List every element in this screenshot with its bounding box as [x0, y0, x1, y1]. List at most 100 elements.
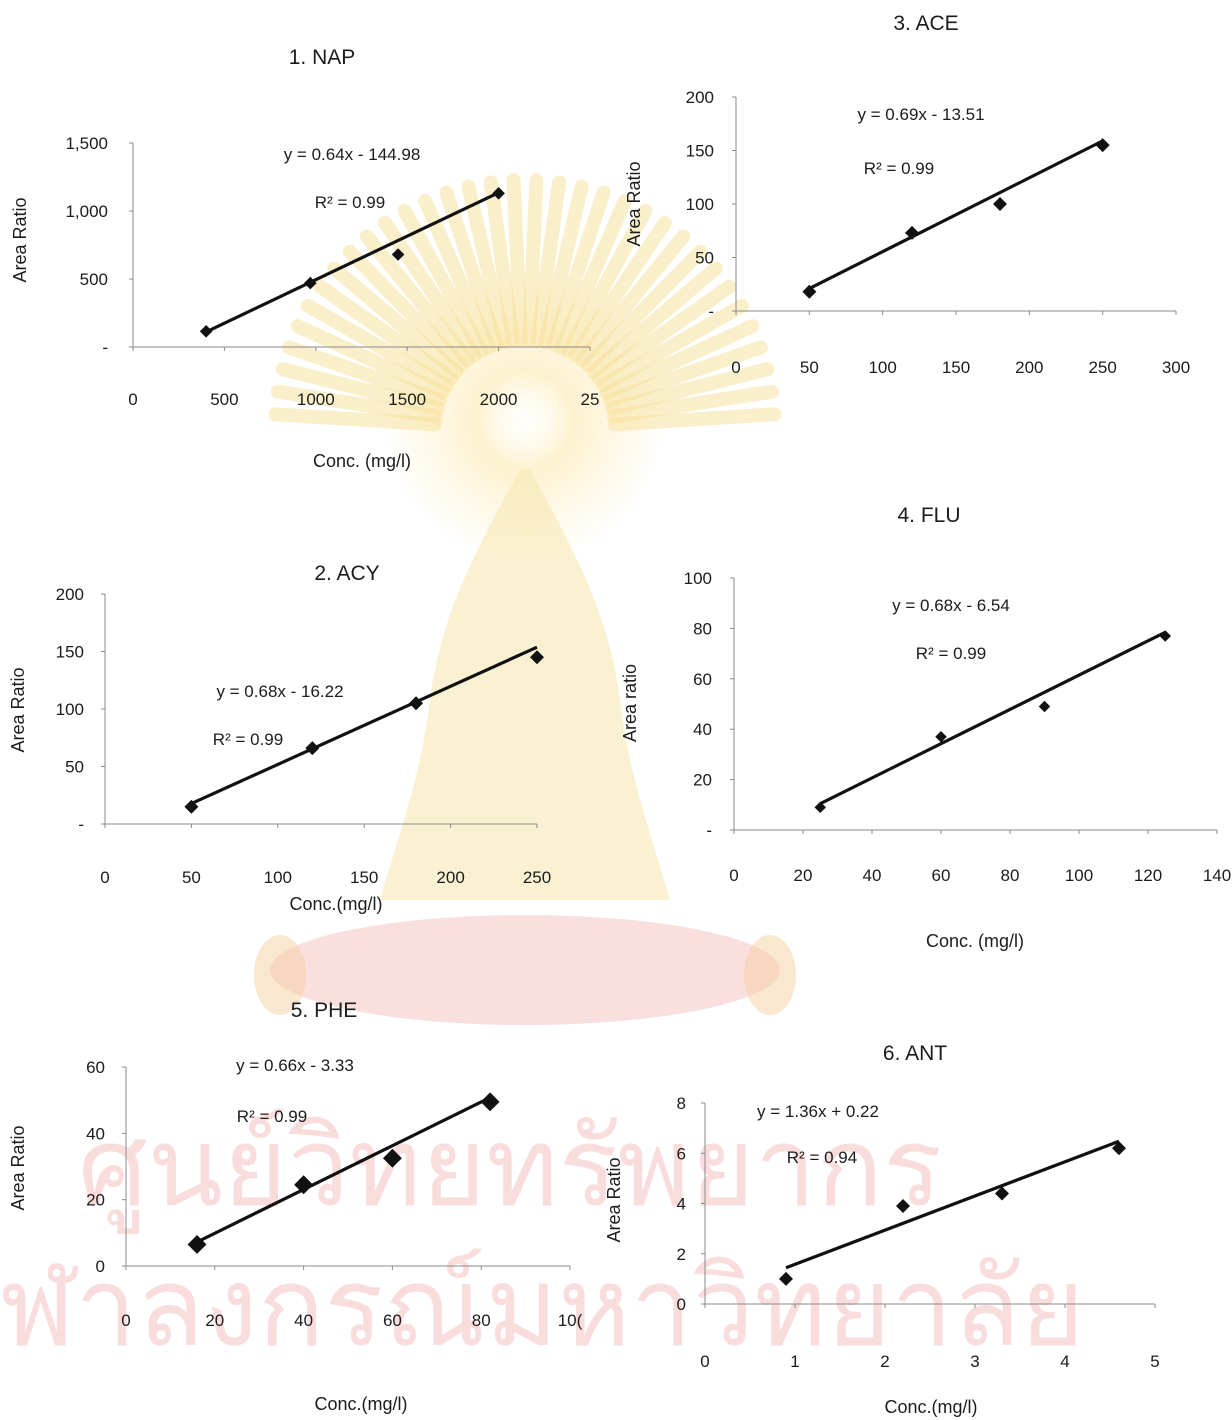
data-point	[492, 187, 505, 200]
x-tick-label: 200	[1015, 358, 1043, 377]
x-tick-label: 2	[880, 1352, 889, 1371]
data-point	[814, 801, 826, 814]
x-tick-label: 20	[205, 1311, 224, 1330]
y-tick-label: 0	[677, 1295, 686, 1314]
trendline-equation: y = 0.68x - 16.22	[216, 682, 343, 701]
x-tick-label: 100	[868, 358, 896, 377]
data-point	[294, 1175, 314, 1195]
data-point	[995, 1186, 1009, 1201]
trendline	[819, 630, 1166, 806]
trendline	[205, 191, 500, 334]
x-tick-label: 250	[1088, 358, 1116, 377]
data-point	[905, 225, 919, 240]
x-tick-label: 200	[436, 868, 464, 887]
x-tick-label: 0	[729, 866, 738, 885]
r-squared-label: R² = 0.94	[787, 1148, 857, 1167]
trendline-equation: y = 0.64x - 144.98	[284, 145, 421, 164]
y-tick-label: 150	[56, 643, 84, 662]
chart-title: 1. NAP	[289, 46, 356, 69]
y-tick-label: 500	[80, 270, 108, 289]
x-tick-label: 20	[794, 866, 813, 885]
trendline-equation: y = 0.68x - 6.54	[892, 596, 1010, 615]
y-tick-label: -	[102, 338, 108, 357]
x-tick-label: 50	[800, 358, 819, 377]
x-axis-label: Conc.(mg/l)	[314, 1394, 407, 1414]
y-tick-label: 1,500	[65, 134, 108, 153]
chart-flu: 4. FLU - 20 40 60 80 100 0 20 40 60 80 100 120 140 Conc…	[620, 504, 1231, 951]
x-tick-label: 150	[350, 868, 378, 887]
y-tick-label: 6	[677, 1144, 686, 1163]
x-tick-label: 100	[1065, 866, 1093, 885]
y-axis-label: Area Ratio	[8, 667, 28, 752]
r-squared-label: R² = 0.99	[213, 730, 283, 749]
y-tick-label: 2	[677, 1245, 686, 1264]
x-tick-label: 100	[264, 868, 292, 887]
trendline-equation: y = 0.69x - 13.51	[857, 105, 984, 124]
y-tick-label: -	[708, 302, 714, 321]
x-tick-label: 25	[581, 390, 600, 409]
trendline	[808, 139, 1104, 290]
x-tick-label: 60	[383, 1311, 402, 1330]
x-axis-label: Conc.(mg/l)	[289, 894, 382, 914]
watermark-text-line1: ศูนย์วิทยทรัพยากร	[78, 1103, 942, 1234]
data-point	[779, 1271, 793, 1286]
y-tick-label: 1,000	[65, 202, 108, 221]
y-tick-label: 60	[86, 1058, 105, 1077]
x-tick-label: 40	[294, 1311, 313, 1330]
y-tick-label: -	[706, 821, 712, 840]
data-point	[382, 1148, 402, 1168]
y-tick-label: 80	[693, 619, 712, 638]
x-tick-label: 140	[1203, 866, 1231, 885]
y-tick-label: 50	[695, 249, 714, 268]
x-tick-label: 300	[1162, 358, 1190, 377]
data-point	[304, 276, 317, 290]
trendline	[785, 1139, 1120, 1270]
chart-title: 2. ACY	[314, 562, 379, 585]
chart-ace: 3. ACE - 50 100 150 200 0 50 100 150 200 250 300 Area…	[624, 12, 1190, 377]
y-tick-label: 20	[86, 1191, 105, 1210]
y-tick-label: 4	[677, 1195, 686, 1214]
r-squared-label: R² = 0.99	[315, 193, 385, 212]
y-tick-label: -	[78, 815, 84, 834]
y-axis-label: Area Ratio	[8, 1125, 28, 1210]
data-point	[187, 1234, 207, 1254]
x-tick-label: 250	[523, 868, 551, 887]
data-point	[802, 284, 817, 299]
x-tick-label: 0	[731, 358, 740, 377]
x-tick-label: 4	[1060, 1352, 1069, 1371]
y-axis-label: Area ratio	[620, 664, 640, 742]
trendline-equation: y = 0.66x - 3.33	[236, 1056, 354, 1075]
data-point	[391, 248, 405, 261]
x-tick-label: 3	[970, 1352, 979, 1371]
y-axis-label: Area Ratio	[604, 1157, 624, 1242]
x-axis-label: Conc. (mg/l)	[926, 931, 1024, 951]
watermark-text-line2: จุฬาลงกรณ์มหาวิทยาลัย	[0, 1243, 1085, 1374]
data-point	[1159, 630, 1171, 642]
data-point	[480, 1092, 500, 1112]
chart-phe: 5. PHE 0 20 40 60 0 20 40 60 80 10(Conc.(mg/l) Area…	[8, 999, 583, 1414]
x-tick-label: 1500	[388, 390, 426, 409]
data-point	[184, 799, 199, 814]
x-tick-label: 0	[121, 1311, 130, 1330]
x-tick-label: 150	[942, 358, 970, 377]
y-tick-label: 20	[693, 771, 712, 790]
data-point	[1112, 1141, 1126, 1156]
r-squared-label: R² = 0.99	[237, 1107, 307, 1126]
chart-nap: 1. NAP - 500 1,000 1,500 0 500 1000 1500 2000 25 Co…	[10, 46, 599, 471]
y-tick-label: 200	[56, 585, 84, 604]
x-tick-label: 60	[932, 866, 951, 885]
x-tick-label: 500	[210, 390, 238, 409]
x-tick-label: 1000	[297, 390, 335, 409]
y-tick-label: 100	[684, 569, 712, 588]
chart-title: 4. FLU	[897, 504, 960, 527]
x-tick-label: 1	[790, 1352, 799, 1371]
x-tick-label: 80	[1001, 866, 1020, 885]
data-point	[993, 197, 1007, 211]
data-point	[199, 325, 213, 338]
chart-title: 6. ANT	[883, 1042, 947, 1065]
y-tick-label: 8	[677, 1094, 686, 1113]
y-axis-label: Area Ratio	[624, 161, 644, 246]
y-tick-label: 0	[96, 1257, 105, 1276]
